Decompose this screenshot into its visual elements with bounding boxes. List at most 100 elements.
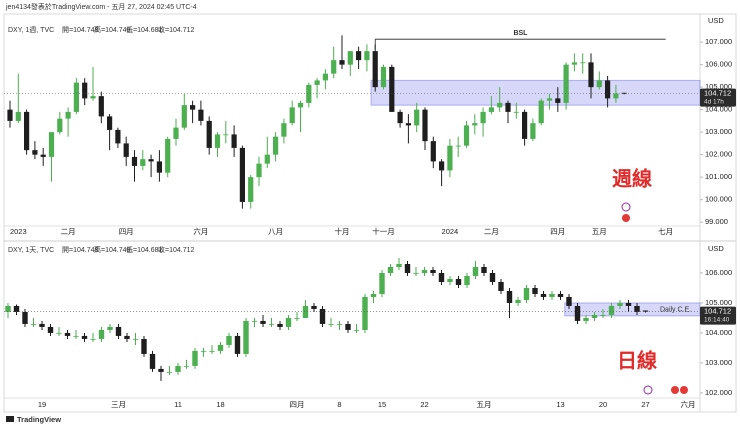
zone-label: Daily C.E. <box>660 306 691 313</box>
candle-body <box>634 305 640 312</box>
candle-body <box>347 51 353 65</box>
candle-body <box>148 159 154 162</box>
candle-body <box>15 111 21 121</box>
candle-body <box>57 118 63 133</box>
candle-body <box>549 293 555 297</box>
candle-body <box>557 293 564 297</box>
candle-body <box>248 177 254 202</box>
candle-body <box>621 92 627 94</box>
ohlc-legend: 開=104.748 <box>62 26 98 34</box>
candle-body <box>124 335 130 339</box>
candle-body <box>356 51 362 61</box>
x-tick-label: 二月 <box>61 227 76 236</box>
candle-body <box>513 111 519 113</box>
x-tick-label: 15 <box>378 400 386 409</box>
candle-body <box>173 127 179 139</box>
y-tick-label: 106.000 <box>705 60 732 69</box>
last-price-tag <box>700 306 736 325</box>
candle-body <box>532 287 538 294</box>
candle-body <box>40 154 46 157</box>
x-tick-label: 七月 <box>658 227 673 236</box>
candle-body <box>198 109 204 121</box>
annotation: 週線 <box>612 166 652 190</box>
candle-body <box>489 272 496 282</box>
x-tick-label: 18 <box>216 400 224 409</box>
candle-body <box>522 111 528 139</box>
candle-body <box>322 73 328 81</box>
candle-body <box>372 51 378 88</box>
candle-body <box>231 134 237 148</box>
ohlc-legend: 高=104.748 <box>94 245 130 254</box>
candle-body <box>328 323 334 325</box>
candle-body <box>625 302 632 306</box>
candle-body <box>24 111 30 151</box>
currency: USD <box>708 16 724 25</box>
x-tick-label: 13 <box>556 400 564 409</box>
candle-body <box>123 143 129 157</box>
candle-body <box>39 323 45 327</box>
candle-body <box>268 323 275 325</box>
x-tick-label: 二月 <box>484 227 499 236</box>
candle-body <box>183 365 190 367</box>
x-tick-label: 四月 <box>550 227 565 236</box>
candle-body <box>605 80 611 99</box>
x-tick-label: 20 <box>599 400 607 409</box>
candle-body <box>115 326 122 336</box>
candle-body <box>256 163 262 178</box>
candle-body <box>422 109 428 142</box>
candle-body <box>405 123 411 126</box>
currency: USD <box>708 244 724 253</box>
candle-body <box>47 326 54 333</box>
candle-body <box>156 161 162 173</box>
x-tick-label: 四月 <box>290 400 305 409</box>
candle-body <box>387 266 394 273</box>
candle-body <box>192 350 198 366</box>
candle-body <box>362 296 368 330</box>
candle-body <box>277 323 283 327</box>
candle-body <box>281 123 287 137</box>
candle-body <box>7 109 13 121</box>
level-label: BSL <box>513 30 528 37</box>
candle-body <box>223 134 229 136</box>
flag-icon <box>680 386 688 394</box>
candle-body <box>234 335 241 354</box>
candle-body <box>243 320 249 354</box>
x-tick-label: 四月 <box>119 227 134 236</box>
ohlc-legend: 收=104.712 <box>158 25 194 34</box>
candle-body <box>447 278 453 282</box>
y-tick-label: 102.000 <box>705 388 732 397</box>
x-tick-label: 八月 <box>268 227 283 236</box>
candle-body <box>98 96 104 117</box>
candle-body <box>353 329 360 331</box>
candle-body <box>131 156 138 166</box>
candle-body <box>566 296 572 306</box>
candle-body <box>472 123 478 126</box>
x-tick-label: 27 <box>641 400 649 409</box>
candle-body <box>82 82 88 99</box>
y-tick-label: 104.000 <box>705 328 732 337</box>
candle-body <box>206 120 212 148</box>
candle-body <box>22 311 28 324</box>
candle-body <box>65 111 71 119</box>
candle-body <box>530 123 536 139</box>
event-icon <box>643 385 653 395</box>
candle-body <box>498 281 504 291</box>
candle-body <box>455 278 462 285</box>
candle-body <box>642 310 649 312</box>
countdown: 4d 17h <box>704 98 724 105</box>
candle-body <box>463 125 470 146</box>
candle-body <box>488 107 494 112</box>
x-tick-label: 三月 <box>111 400 126 409</box>
x-tick-label: 五月 <box>592 227 607 236</box>
candle-body <box>515 299 521 303</box>
candle-body <box>140 159 146 166</box>
candle-body <box>613 93 619 99</box>
candle-body <box>13 305 20 312</box>
last-price-tag <box>700 88 736 107</box>
candle-body <box>617 302 623 306</box>
candle-body <box>165 138 171 173</box>
x-tick-label: 十一月 <box>372 226 395 236</box>
event-icon <box>621 202 631 212</box>
candle-body <box>583 317 589 321</box>
